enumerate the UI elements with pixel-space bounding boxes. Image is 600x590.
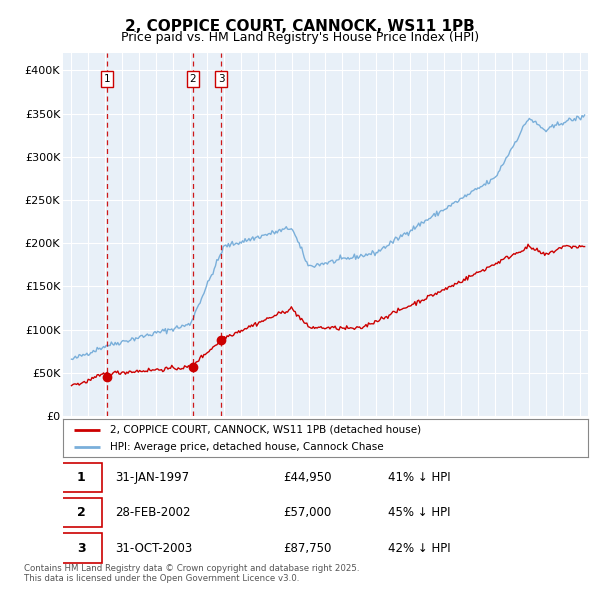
Text: 31-JAN-1997: 31-JAN-1997 bbox=[115, 471, 190, 484]
Text: 2, COPPICE COURT, CANNOCK, WS11 1PB: 2, COPPICE COURT, CANNOCK, WS11 1PB bbox=[125, 19, 475, 34]
Text: Contains HM Land Registry data © Crown copyright and database right 2025.
This d: Contains HM Land Registry data © Crown c… bbox=[24, 563, 359, 583]
Text: 41% ↓ HPI: 41% ↓ HPI bbox=[389, 471, 451, 484]
Text: 3: 3 bbox=[77, 542, 86, 555]
Text: £57,000: £57,000 bbox=[284, 506, 332, 519]
Text: 2: 2 bbox=[190, 74, 196, 84]
Text: 45% ↓ HPI: 45% ↓ HPI bbox=[389, 506, 451, 519]
Text: 28-FEB-2002: 28-FEB-2002 bbox=[115, 506, 191, 519]
FancyBboxPatch shape bbox=[61, 498, 103, 527]
Text: £44,950: £44,950 bbox=[284, 471, 332, 484]
Text: 2, COPPICE COURT, CANNOCK, WS11 1PB (detached house): 2, COPPICE COURT, CANNOCK, WS11 1PB (det… bbox=[110, 425, 421, 435]
Text: £87,750: £87,750 bbox=[284, 542, 332, 555]
Text: 31-OCT-2003: 31-OCT-2003 bbox=[115, 542, 193, 555]
FancyBboxPatch shape bbox=[61, 533, 103, 563]
Text: 42% ↓ HPI: 42% ↓ HPI bbox=[389, 542, 451, 555]
Text: 2: 2 bbox=[77, 506, 86, 519]
Text: 1: 1 bbox=[77, 471, 86, 484]
FancyBboxPatch shape bbox=[61, 463, 103, 492]
Text: 1: 1 bbox=[103, 74, 110, 84]
Text: HPI: Average price, detached house, Cannock Chase: HPI: Average price, detached house, Cann… bbox=[110, 441, 384, 451]
Text: Price paid vs. HM Land Registry's House Price Index (HPI): Price paid vs. HM Land Registry's House … bbox=[121, 31, 479, 44]
Text: 3: 3 bbox=[218, 74, 224, 84]
